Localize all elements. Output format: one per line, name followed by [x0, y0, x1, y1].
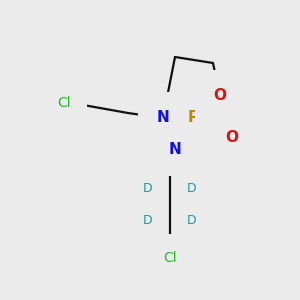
Text: N: N — [169, 142, 182, 158]
Text: N: N — [157, 110, 169, 125]
Text: D: D — [187, 182, 197, 194]
Text: O: O — [214, 88, 226, 104]
Text: D: D — [143, 214, 153, 226]
Text: Cl: Cl — [57, 96, 71, 110]
Text: P: P — [188, 110, 199, 125]
Text: H: H — [151, 143, 161, 157]
Text: D: D — [143, 182, 153, 194]
Text: D: D — [187, 214, 197, 226]
Text: Cl: Cl — [163, 251, 177, 265]
Text: O: O — [226, 130, 238, 146]
